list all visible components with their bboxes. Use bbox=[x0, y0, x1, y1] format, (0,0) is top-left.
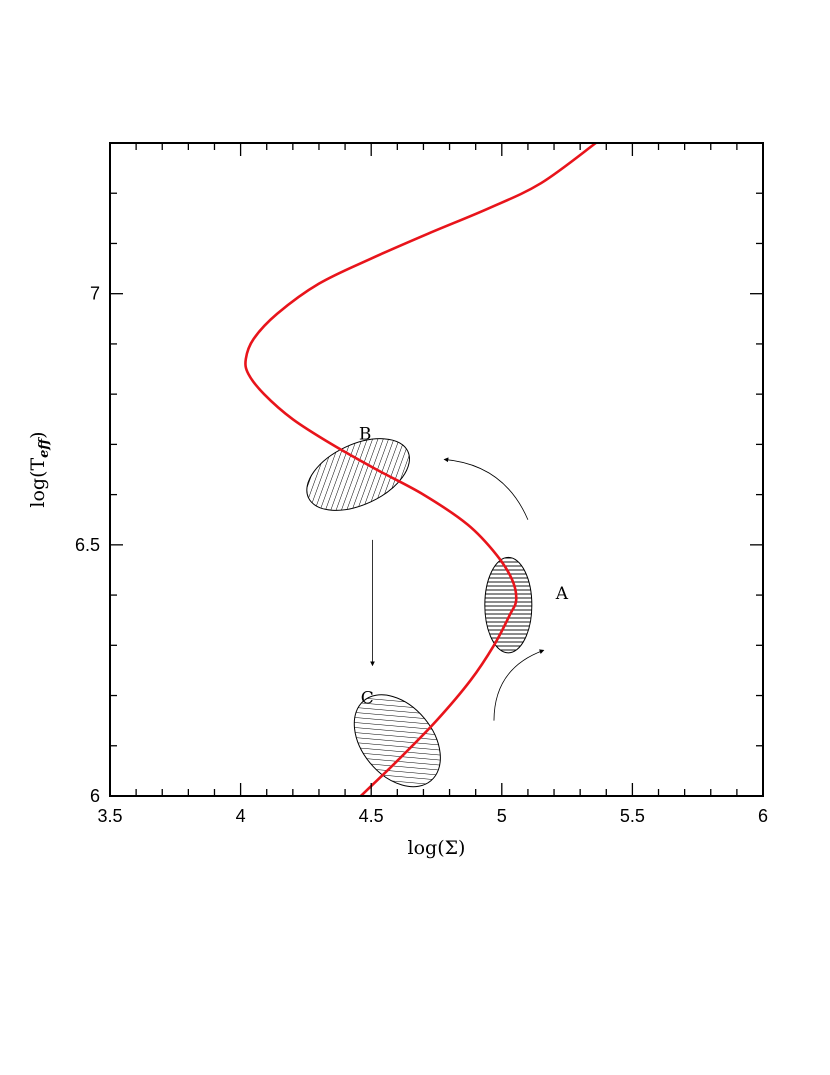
y-tick-label: 6.5 bbox=[75, 535, 100, 555]
y-tick-label: 7 bbox=[90, 284, 100, 304]
regions-layer bbox=[306, 438, 533, 788]
y-axis-label-sub: eff bbox=[37, 437, 52, 458]
x-axis-label-text: log(Σ) bbox=[408, 837, 466, 859]
region-b bbox=[306, 438, 410, 511]
x-tick-label: 4.5 bbox=[359, 806, 384, 826]
region-label-a: A bbox=[555, 584, 569, 604]
region-labels-layer: A B C bbox=[359, 425, 569, 709]
region-c bbox=[353, 694, 441, 788]
region-label-b: B bbox=[359, 425, 372, 445]
y-axis-label-close: ) bbox=[27, 431, 49, 438]
arrows-layer bbox=[370, 457, 545, 721]
x-tick-label: 6 bbox=[758, 806, 768, 826]
y-tick-label: 6 bbox=[90, 786, 100, 806]
arrow-1 bbox=[493, 649, 545, 721]
series-layer bbox=[244, 143, 597, 796]
y-axis-label: log(Teff) bbox=[27, 431, 52, 507]
plot-frame bbox=[109, 142, 764, 797]
x-tick-label: 5.5 bbox=[620, 806, 645, 826]
x-axis-label: log(Σ) bbox=[408, 837, 466, 859]
series-line bbox=[244, 143, 597, 796]
arrow-2 bbox=[443, 457, 529, 520]
region-a bbox=[484, 556, 533, 654]
x-tick-label: 4 bbox=[236, 806, 246, 826]
region-label-c: C bbox=[361, 689, 374, 709]
ticks-layer bbox=[109, 142, 764, 797]
x-tick-label: 5 bbox=[497, 806, 507, 826]
tick-labels-layer: 3.5 4 4.5 5 5.5 6 6 6.5 7 bbox=[75, 284, 768, 826]
y-axis-label-main: log(T bbox=[27, 458, 49, 508]
x-tick-label: 3.5 bbox=[97, 806, 122, 826]
